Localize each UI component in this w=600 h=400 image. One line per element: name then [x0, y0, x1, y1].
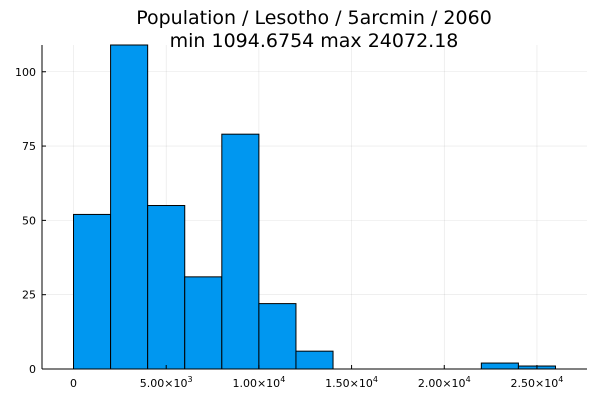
y-tick-label: 50 [22, 214, 36, 227]
histogram-bar [295, 350, 334, 370]
chart-title-line-2: min 1094.6754 max 24072.18 [170, 30, 459, 52]
histogram-bar [258, 303, 297, 370]
chart-title-line-1: Population / Lesotho / 5arcmin / 2060 [136, 7, 492, 29]
histogram-bar [110, 44, 149, 370]
x-tick-label: 2.50×104 [511, 375, 564, 390]
x-tick-label: 5.00×103 [140, 375, 193, 390]
x-tick-label: 1.50×104 [325, 375, 378, 390]
histogram-bar [184, 276, 223, 370]
tick-labels: 0 25 50 75 100 0 5.00×103 1.00×104 1.50×104 2.00×… [15, 66, 563, 390]
y-tick-label: 75 [22, 140, 36, 153]
x-tick-label: 2.00×104 [418, 375, 471, 390]
x-tick-label: 1.00×104 [232, 375, 285, 390]
y-tick-label: 25 [22, 289, 36, 302]
x-tick-label: 0 [70, 377, 77, 390]
histogram-bar [147, 205, 186, 370]
axes [41, 45, 587, 370]
chart-title: Population / Lesotho / 5arcmin / 2060 mi… [136, 7, 492, 52]
histogram-bar [221, 133, 260, 370]
y-tick-label: 0 [29, 363, 36, 376]
histogram-bar [480, 362, 519, 370]
histogram-bar [73, 213, 112, 370]
y-tick-label: 100 [15, 66, 36, 79]
bars [73, 44, 556, 370]
